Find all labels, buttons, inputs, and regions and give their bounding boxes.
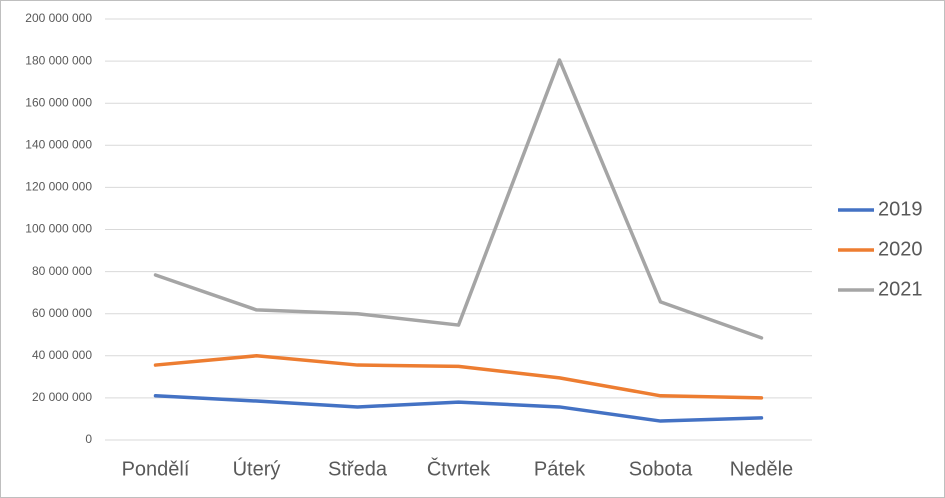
y-tick-label: 60 000 000 <box>32 306 92 320</box>
x-tick-label: Úterý <box>233 457 281 480</box>
series-line <box>153 354 764 400</box>
y-tick-label: 120 000 000 <box>25 180 92 194</box>
y-tick-label: 160 000 000 <box>25 95 92 109</box>
x-tick-label: Pondělí <box>122 458 190 480</box>
y-tick-label: 20 000 000 <box>32 390 92 404</box>
series-line <box>153 58 764 340</box>
y-tick-label: 0 <box>85 432 92 446</box>
y-tick-label: 180 000 000 <box>25 53 92 67</box>
series-line <box>153 394 764 423</box>
y-tick-label: 200 000 000 <box>25 11 92 25</box>
x-tick-label: Sobota <box>629 458 693 480</box>
y-tick-label: 140 000 000 <box>25 137 92 151</box>
legend-label: 2020 <box>878 238 923 260</box>
y-tick-label: 100 000 000 <box>25 222 92 236</box>
x-tick-label: Neděle <box>730 458 793 480</box>
y-tick-label: 40 000 000 <box>32 348 92 362</box>
x-tick-label: Pátek <box>534 458 586 480</box>
x-tick-label: Čtvrtek <box>427 457 491 480</box>
legend-label: 2019 <box>878 198 923 220</box>
legend-label: 2021 <box>878 278 923 300</box>
y-tick-label: 80 000 000 <box>32 264 92 278</box>
x-tick-label: Středa <box>328 458 388 480</box>
